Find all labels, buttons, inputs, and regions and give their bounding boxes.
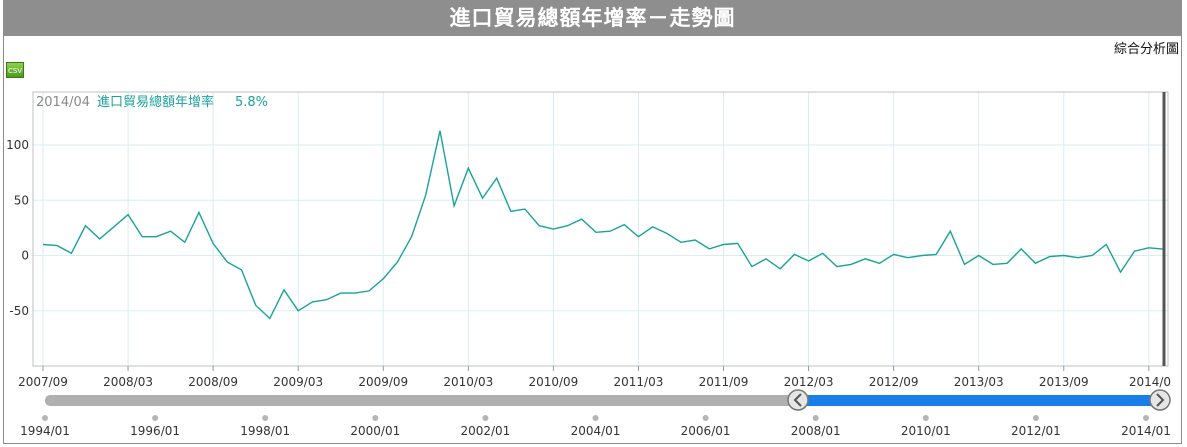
navigator-tick-dot [152,415,159,421]
navigator-tick-label: 2004/01 [571,424,621,438]
x-tick-label: 2009/09 [358,375,408,389]
navigator-tick-label: 1994/01 [20,424,70,438]
chart-frame [3,0,1182,444]
x-tick-label: 2010/09 [528,375,578,389]
navigator-tick-label: 2002/01 [460,424,510,438]
navigator-tick-dot [1032,415,1039,421]
x-tick-label: 2007/09 [18,375,68,389]
navigator-tick-dot [592,415,599,421]
navigator-tick-label: 1998/01 [240,424,290,438]
navigator-ticks: 1994/01 1996/01 1998/01 2000/01 2002/01 2004/… [20,415,1171,438]
navigator-tick-label: 2010/01 [901,424,951,438]
readout-date: 2014/04 [36,95,90,110]
chart-title: 進口貿易總額年增率－走勢圖 [3,0,1182,36]
x-tick-label: 2008/03 [103,375,153,389]
analysis-chart-link[interactable]: 綜合分析圖 [1113,42,1179,57]
navigator-tick-dot [372,415,379,421]
navigator-tick-label: 2012/01 [1011,424,1061,438]
x-tick-label: 2008/09 [188,375,238,389]
series-line [42,130,1164,320]
navigator-left-handle[interactable] [787,389,809,411]
navigator-tick-label: 2008/01 [791,424,841,438]
y-tick-label: 50 [14,193,29,207]
x-tick-label: 2009/03 [273,375,323,389]
navigator-tick-label: 1996/01 [130,424,180,438]
x-tick-label: 2011/09 [699,375,749,389]
y-tick-label: -50 [9,304,29,318]
x-tick-label: 2014/0 [1129,375,1171,389]
navigator-tick-dot [1143,415,1149,421]
chevron-left-icon [793,393,802,407]
readout-series-label: 進口貿易總額年增率 [97,94,214,110]
navigator-tick-dot [262,415,269,421]
y-axis-ticks: 100 50 0 -50 [6,138,29,318]
x-axis-ticks: 2007/09 2008/03 2008/09 2009/03 2009/09 2010/… [18,366,1171,389]
horizontal-grid [33,144,1168,312]
x-tick-label: 2010/03 [443,375,493,389]
navigator-tick-label: 2000/01 [350,424,400,438]
y-tick-label: 100 [6,138,29,152]
navigator-tick-label: 2014/01 [1121,424,1171,438]
x-tick-label: 2011/03 [614,375,664,389]
y-tick-label: 0 [21,249,29,263]
x-tick-label: 2013/03 [954,375,1004,389]
navigator-tick-label: 2006/01 [681,424,731,438]
navigator-right-handle[interactable] [1149,389,1171,411]
plot-area-border [32,91,1169,367]
chevron-right-icon [1156,393,1165,407]
navigator-tick-dot [702,415,709,421]
csv-download-icon[interactable]: CSV [6,62,24,78]
x-tick-label: 2013/09 [1039,375,1089,389]
navigator-selected-range[interactable] [798,395,1160,406]
navigator-tick-dot [42,415,48,421]
navigator-tick-dot [922,415,929,421]
vertical-grid [42,92,1150,366]
readout-value: 5.8% [235,95,268,110]
navigator-tick-dot [482,415,489,421]
navigator[interactable]: 1994/01 1996/01 1998/01 2000/01 2002/01 2004/… [20,389,1171,438]
navigator-tick-dot [812,415,819,421]
x-tick-label: 2012/09 [869,375,919,389]
x-tick-label: 2012/03 [784,375,834,389]
